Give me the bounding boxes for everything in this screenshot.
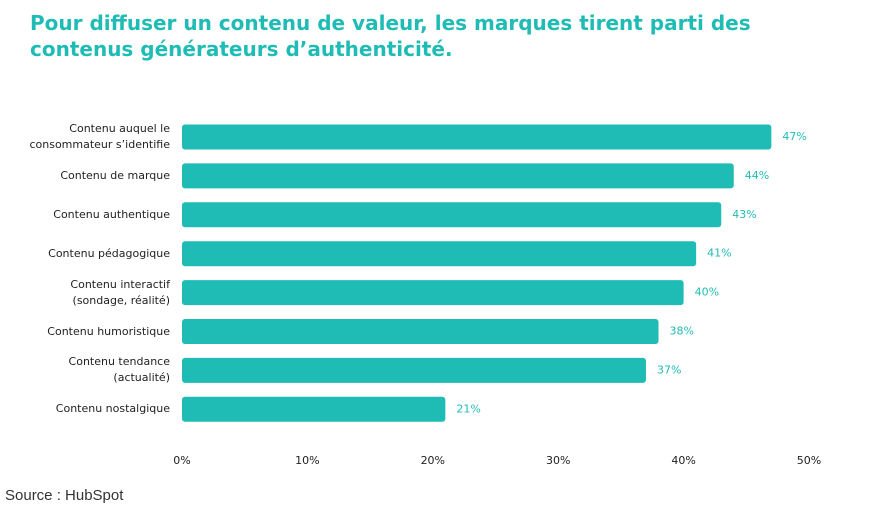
bar [182,124,772,150]
value-label: 47% [782,130,806,143]
y-tick-label: Contenu humoristique [47,324,170,338]
value-label: 44% [745,169,769,182]
y-tick-label: Contenu tendance (actualité) [68,355,170,385]
x-tick-label: 40% [671,454,695,467]
x-tick-label: 10% [295,454,319,467]
bar [182,163,734,189]
value-label: 37% [657,363,681,376]
x-tick-label: 30% [546,454,570,467]
y-tick-label: Contenu nostalgique [55,402,170,416]
value-label: 41% [707,247,731,260]
value-label: 38% [670,325,694,338]
bar [182,202,722,228]
x-tick-label: 0% [173,454,190,467]
bar [182,280,684,306]
y-tick-label: Contenu de marque [60,168,170,182]
y-tick-label: Contenu interactif (sondage, réalité) [70,277,170,307]
x-tick-label: 20% [421,454,445,467]
bar [182,357,646,383]
y-tick-label: Contenu pédagogique [48,246,170,260]
y-tick-label: Contenu authentique [53,207,170,221]
bar [182,319,659,344]
chart-title: Pour diffuser un contenu de valeur, les … [30,11,751,61]
bar [182,396,446,422]
y-tick-label: Contenu auquel le consommateur s’identif… [29,122,170,151]
x-tick-label: 50% [797,454,821,467]
bar [182,241,697,267]
value-label: 43% [732,208,756,221]
source: Source : HubSpot [5,487,124,504]
value-label: 40% [695,286,719,299]
value-label: 21% [456,402,480,415]
